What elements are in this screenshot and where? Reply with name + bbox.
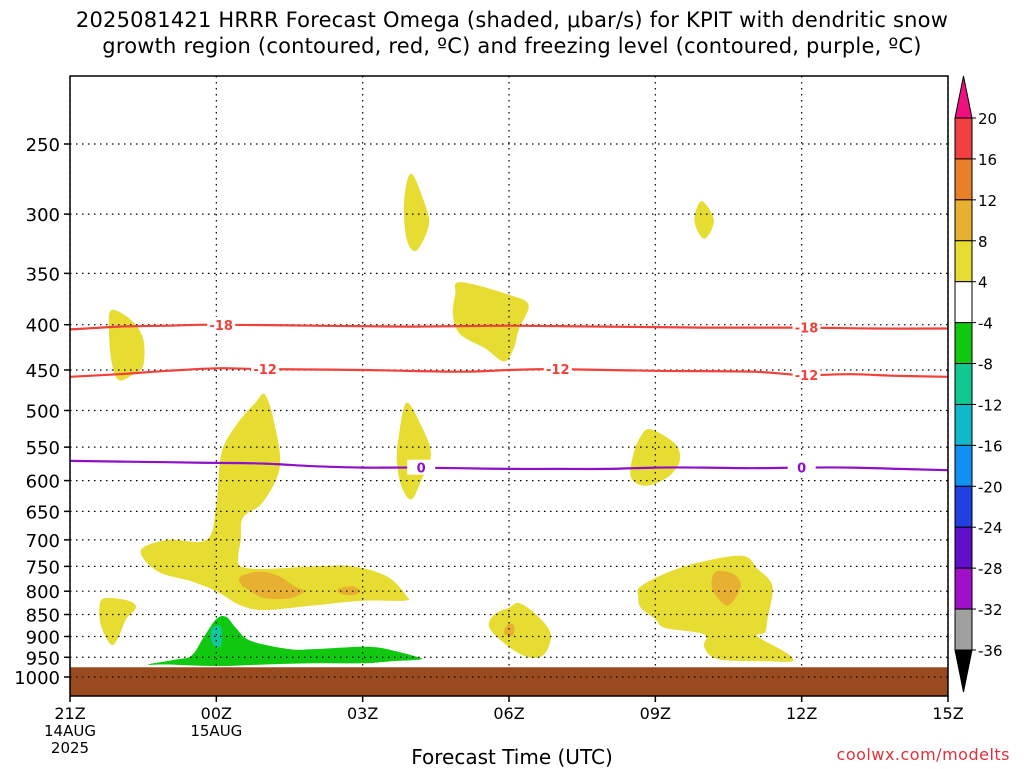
y-tick-label: 850 bbox=[26, 606, 60, 627]
x-tick-sublabel: 2025 bbox=[51, 739, 89, 757]
contour-line-0 bbox=[69, 459, 949, 472]
x-tick-label: 09Z bbox=[640, 704, 671, 723]
colorbar-bottom-arrow bbox=[954, 649, 973, 693]
omega-region-6 bbox=[140, 393, 410, 610]
colorbar-box bbox=[954, 240, 973, 283]
contour-label-bg bbox=[407, 459, 436, 475]
x-tick-sublabel: 15AUG bbox=[190, 722, 242, 740]
omega-region-1 bbox=[403, 173, 430, 252]
y-tick-label: 350 bbox=[26, 264, 60, 285]
y-tick-label: 1000 bbox=[14, 668, 60, 689]
x-tick-label: 03Z bbox=[347, 704, 378, 723]
contour-label-0: 0 bbox=[417, 462, 426, 477]
contour-lines: -18 -18 -12 -12 -12 0 0 bbox=[69, 316, 949, 477]
colorbar-box bbox=[954, 444, 973, 487]
colorbar-box bbox=[954, 158, 973, 201]
y-tick-label: 500 bbox=[26, 402, 60, 423]
colorbar-label: 20 bbox=[978, 110, 997, 128]
contour-label--12: -12 bbox=[795, 369, 819, 384]
omega-region-15 bbox=[210, 625, 222, 648]
colorbar-label: 12 bbox=[978, 192, 997, 210]
colorbar-label: -36 bbox=[978, 642, 1003, 660]
colorbar-label: -16 bbox=[978, 437, 1003, 455]
omega-region-11 bbox=[337, 586, 361, 596]
colorbar-label: -8 bbox=[978, 356, 993, 374]
omega-region-13 bbox=[711, 570, 741, 606]
colorbar-box bbox=[954, 608, 973, 651]
colorbar-box bbox=[954, 403, 973, 446]
x-tick-label: 12Z bbox=[786, 704, 817, 723]
ground-fill bbox=[70, 667, 948, 696]
colorbar-box bbox=[954, 485, 973, 528]
x-tick-sublabel: 14AUG bbox=[44, 722, 96, 740]
contour-label-bg bbox=[787, 459, 816, 475]
plot-frame bbox=[69, 75, 949, 697]
y-tick-label: 600 bbox=[26, 472, 60, 493]
colorbar-label: -32 bbox=[978, 601, 1003, 619]
credit-text: coolwx.com/modelts bbox=[836, 745, 1010, 764]
colorbar-box bbox=[954, 567, 973, 610]
y-tick-label: 700 bbox=[26, 531, 60, 552]
omega-region-9 bbox=[637, 555, 794, 662]
x-tick-label: 15Z bbox=[932, 704, 963, 723]
colorbar-box bbox=[954, 199, 973, 242]
colorbar-box bbox=[954, 363, 973, 405]
contour-label-bg bbox=[792, 319, 821, 335]
y-tick-label: 800 bbox=[26, 582, 60, 603]
y-tick-label: 900 bbox=[26, 627, 60, 648]
omega-region-4 bbox=[396, 402, 431, 500]
omega-region-5 bbox=[630, 429, 681, 486]
y-tick-label: 300 bbox=[26, 205, 60, 226]
chart-title-line1: 2025081421 HRRR Forecast Omega (shaded, … bbox=[75, 8, 949, 32]
contour-label-bg bbox=[543, 361, 572, 377]
colorbar-label: -20 bbox=[978, 478, 1003, 496]
colorbar-label: 8 bbox=[978, 233, 988, 251]
colorbar-box bbox=[954, 526, 973, 569]
axes: 2503003504004505005506006507007508008509… bbox=[14, 75, 964, 757]
x-tick-label: 06Z bbox=[493, 704, 524, 723]
x-tick-label: 21Z bbox=[54, 704, 85, 723]
colorbar-box bbox=[954, 322, 973, 365]
y-tick-label: 550 bbox=[26, 438, 60, 459]
contour-label-bg bbox=[792, 366, 821, 382]
omega-region-7 bbox=[99, 597, 136, 646]
omega-region-8 bbox=[488, 602, 551, 658]
colorbar-box bbox=[954, 117, 973, 160]
omega-region-14 bbox=[147, 615, 423, 667]
contour-label-bg bbox=[207, 316, 236, 332]
y-tick-label: 750 bbox=[26, 557, 60, 578]
contour-label-bg bbox=[251, 361, 280, 377]
contour-label--18: -18 bbox=[209, 319, 233, 334]
colorbar-label: -12 bbox=[978, 396, 1003, 414]
colorbar-label: 16 bbox=[978, 151, 997, 169]
contour-label-0: 0 bbox=[797, 462, 806, 477]
colorbar-top-arrow bbox=[954, 75, 973, 119]
omega-region-0 bbox=[108, 309, 145, 381]
colorbar-label: -28 bbox=[978, 560, 1003, 578]
omega-region-12 bbox=[504, 623, 515, 637]
ground-layer bbox=[70, 667, 948, 696]
omega-region-3 bbox=[452, 282, 529, 362]
x-tick-label: 00Z bbox=[201, 704, 232, 723]
contour-line--12 bbox=[69, 367, 949, 378]
colorbar-label: -24 bbox=[978, 519, 1003, 537]
y-tick-label: 650 bbox=[26, 502, 60, 523]
colorbar: 20 16 12 8 4 -4 -8 -12 -16 -20 -24 -28 -32 -36 bbox=[954, 75, 1003, 693]
y-tick-label: 450 bbox=[26, 361, 60, 382]
chart-title-line2: growth region (contoured, red, ºC) and f… bbox=[102, 34, 922, 58]
y-tick-label: 950 bbox=[26, 648, 60, 669]
colorbar-label: 4 bbox=[978, 274, 988, 292]
omega-region-10 bbox=[238, 571, 305, 600]
omega-shaded-regions bbox=[99, 173, 794, 667]
colorbar-box bbox=[954, 281, 973, 324]
contour-label--12: -12 bbox=[546, 363, 570, 378]
contour-label--18: -18 bbox=[795, 322, 819, 337]
colorbar-label: -4 bbox=[978, 315, 993, 333]
y-tick-label: 250 bbox=[26, 135, 60, 156]
x-axis-label: Forecast Time (UTC) bbox=[411, 745, 613, 769]
contour-label--12: -12 bbox=[253, 363, 277, 378]
omega-region-2 bbox=[694, 201, 714, 239]
y-tick-label: 400 bbox=[26, 316, 60, 337]
